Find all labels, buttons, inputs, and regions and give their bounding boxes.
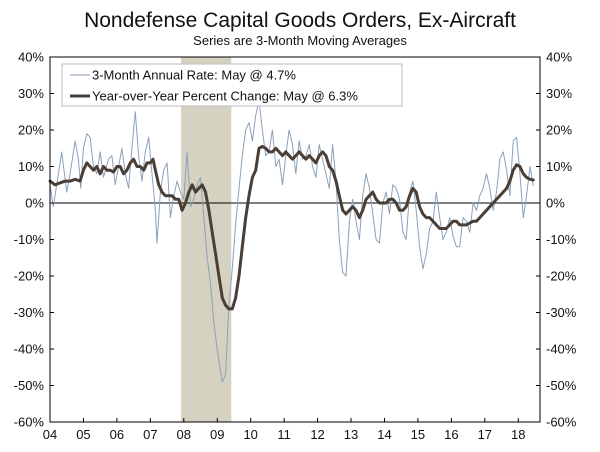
y-tick-label-left: 40% (18, 50, 44, 65)
y-tick-label-left: -30% (14, 305, 45, 320)
y-tick-label-left: -20% (14, 269, 45, 284)
y-tick-label-right: 0% (546, 196, 565, 211)
x-tick-label: 12 (310, 427, 324, 442)
y-axis-left: -60% -50% -40% -30% -20% -10% 0% 10% 20% 30% 40% (14, 50, 54, 430)
x-tick-label: 13 (344, 427, 358, 442)
x-tick-label: 16 (444, 427, 458, 442)
x-tick-label: 14 (377, 427, 391, 442)
y-tick-label-left: -40% (14, 342, 45, 357)
legend-label-year-over-year-change: Year-over-Year Percent Change: May @ 6.3… (92, 89, 358, 104)
x-tick-label: 06 (110, 427, 124, 442)
y-tick-label-right: -20% (546, 269, 577, 284)
series-line-3-month-annual-rate (49, 100, 534, 383)
y-tick-label-right: -30% (546, 305, 577, 320)
plot-area-frame (49, 56, 541, 423)
y-tick-label-left: -60% (14, 415, 45, 430)
chart-title: Nondefense Capital Goods Orders, Ex-Airc… (84, 9, 516, 32)
chart-subtitle: Series are 3-Month Moving Averages (193, 33, 407, 48)
x-tick-label: 15 (411, 427, 425, 442)
y-tick-label-right: 30% (546, 86, 572, 101)
y-tick-label-right: -50% (546, 378, 577, 393)
y-tick-label-left: 10% (18, 159, 44, 174)
series-layer (48, 100, 535, 383)
x-tick-label: 04 (43, 427, 57, 442)
legend: 3-Month Annual Rate: May @ 4.7% Year-ove… (61, 63, 403, 107)
y-tick-label-left: -50% (14, 378, 45, 393)
y-tick-label-left: 30% (18, 86, 44, 101)
y-tick-label-right: 10% (546, 159, 572, 174)
y-axis-right: -60% -50% -40% -30% -20% -10% 0% 10% 20% 30% 40% (536, 50, 577, 430)
x-axis: 04 05 06 07 08 09 10 11 12 13 14 15 16 17 18 (43, 418, 525, 442)
series-line-year-over-year-change (48, 144, 535, 311)
y-tick-label-right: -10% (546, 232, 577, 247)
x-tick-label: 10 (243, 427, 257, 442)
y-tick-label-left: 0% (25, 196, 44, 211)
x-tick-label: 17 (478, 427, 492, 442)
x-tick-label: 05 (76, 427, 90, 442)
x-tick-label: 07 (143, 427, 157, 442)
y-tick-label-right: 20% (546, 123, 572, 138)
y-tick-label-right: -60% (546, 415, 577, 430)
legend-label-3-month-annual-rate: 3-Month Annual Rate: May @ 4.7% (92, 68, 296, 83)
x-tick-label: 08 (177, 427, 191, 442)
y-tick-label-right: -40% (546, 342, 577, 357)
x-tick-label: 18 (511, 427, 525, 442)
y-tick-label-left: -10% (14, 232, 45, 247)
x-tick-label: 09 (210, 427, 224, 442)
legend-box (61, 63, 403, 107)
y-tick-label-left: 20% (18, 123, 44, 138)
y-tick-label-right: 40% (546, 50, 572, 65)
x-tick-label: 11 (277, 427, 291, 442)
